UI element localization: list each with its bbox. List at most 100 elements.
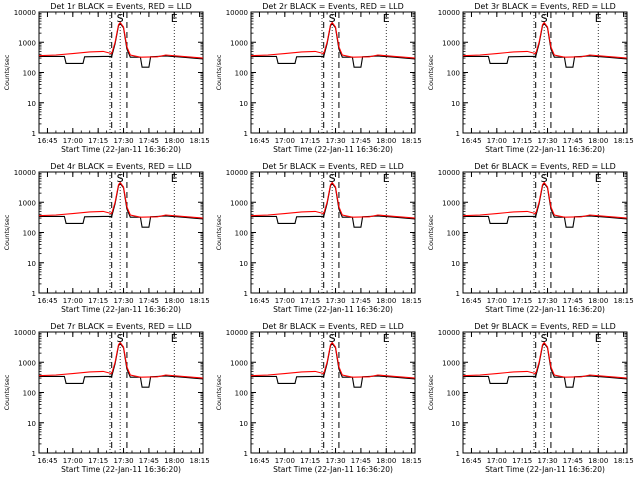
panel-6: Det 6r BLACK = Events, RED = LLD 1 10 100 10… [427, 162, 634, 314]
y-axis-label: Counts/sec [3, 54, 11, 90]
x-axis-label: Start Time (22-Jan-11 16:36:20) [485, 145, 605, 154]
x-tick-label: 17:00 [275, 457, 295, 465]
y-tick-label: 1 [244, 450, 248, 458]
x-tick-label: 18:15 [402, 457, 422, 465]
x-tick-label: 17:30 [325, 297, 345, 305]
x-tick-label: 18:15 [614, 457, 634, 465]
x-tick-label: 17:15 [88, 137, 108, 145]
panel-title: Det 6r BLACK = Events, RED = LLD [474, 162, 616, 171]
x-tick-label: 16:45 [461, 137, 481, 145]
x-tick-label: 17:00 [63, 297, 83, 305]
x-tick-label: 17:00 [487, 137, 507, 145]
x-tick-label: 17:00 [63, 137, 83, 145]
x-tick-label: 16:45 [461, 297, 481, 305]
event-marker-label: E [383, 172, 390, 185]
event-marker-label: E [383, 332, 390, 345]
y-tick-label: 10000 [438, 329, 460, 337]
x-tick-label: 18:15 [190, 457, 210, 465]
x-axis-label: Start Time (22-Jan-11 16:36:20) [485, 465, 605, 474]
y-tick-label: 1000 [442, 359, 460, 367]
x-tick-label: 18:00 [376, 457, 396, 465]
y-tick-label: 100 [235, 70, 248, 78]
y-tick-label: 1000 [230, 199, 248, 207]
y-tick-label: 100 [447, 70, 460, 78]
series-line-events [39, 342, 204, 388]
x-tick-label: 17:30 [325, 137, 345, 145]
panel-title: Det 2r BLACK = Events, RED = LLD [262, 2, 404, 11]
series-line-events [463, 342, 628, 388]
y-tick-label: 100 [23, 230, 36, 238]
x-tick-label: 16:45 [37, 297, 57, 305]
x-axis-label: Start Time (22-Jan-11 16:36:20) [273, 145, 393, 154]
x-tick-label: 17:30 [113, 297, 133, 305]
y-tick-label: 10 [239, 100, 248, 108]
series-line-events [463, 182, 628, 228]
event-marker-label: E [171, 172, 178, 185]
x-tick-label: 18:00 [164, 297, 184, 305]
panel-7: Det 7r BLACK = Events, RED = LLD 1 10 100 10… [3, 322, 210, 474]
y-tick-label: 1000 [18, 199, 36, 207]
x-tick-label: 17:45 [563, 297, 583, 305]
series-line-events [251, 22, 416, 68]
x-tick-label: 18:00 [164, 137, 184, 145]
x-tick-label: 17:45 [563, 457, 583, 465]
x-tick-label: 16:45 [37, 457, 57, 465]
event-marker-label: E [595, 12, 602, 25]
plot-frame [250, 331, 416, 454]
panel-title: Det 7r BLACK = Events, RED = LLD [50, 322, 192, 331]
event-marker-label: E [595, 172, 602, 185]
x-tick-label: 18:00 [588, 137, 608, 145]
y-tick-label: 10000 [14, 329, 36, 337]
y-axis-label: Counts/sec [215, 374, 223, 410]
x-tick-label: 17:00 [487, 457, 507, 465]
x-tick-label: 17:15 [88, 457, 108, 465]
x-tick-label: 18:00 [164, 457, 184, 465]
x-tick-label: 17:45 [139, 137, 159, 145]
event-marker-label: S [329, 12, 336, 25]
series-line-events [251, 342, 416, 388]
y-tick-label: 10 [27, 100, 36, 108]
event-marker-label: E [171, 332, 178, 345]
series-line-events [39, 22, 204, 68]
y-tick-label: 10 [239, 420, 248, 428]
x-tick-label: 17:45 [351, 137, 371, 145]
series-line-events [251, 182, 416, 228]
panel-title: Det 4r BLACK = Events, RED = LLD [50, 162, 192, 171]
x-tick-label: 17:00 [275, 137, 295, 145]
y-tick-label: 1000 [18, 359, 36, 367]
panel-5: Det 5r BLACK = Events, RED = LLD 1 10 100 10… [215, 162, 422, 314]
y-axis-label: Counts/sec [215, 214, 223, 250]
y-tick-label: 1000 [230, 39, 248, 47]
panel-4: Det 4r BLACK = Events, RED = LLD 1 10 100 10… [3, 162, 210, 314]
y-tick-label: 10000 [226, 329, 248, 337]
event-marker-label: S [329, 172, 336, 185]
x-tick-label: 17:45 [139, 457, 159, 465]
plot-frame [38, 11, 204, 134]
y-tick-label: 1 [32, 450, 36, 458]
x-tick-label: 18:15 [190, 137, 210, 145]
y-tick-label: 10000 [438, 9, 460, 17]
x-tick-label: 17:30 [325, 457, 345, 465]
y-tick-label: 100 [447, 390, 460, 398]
x-tick-label: 17:15 [88, 297, 108, 305]
x-tick-label: 18:15 [190, 297, 210, 305]
x-tick-label: 17:00 [487, 297, 507, 305]
y-tick-label: 10000 [14, 9, 36, 17]
y-axis-label: Counts/sec [215, 54, 223, 90]
event-marker-label: S [541, 332, 548, 345]
y-tick-label: 10000 [226, 169, 248, 177]
x-tick-label: 18:15 [402, 137, 422, 145]
x-tick-label: 17:15 [300, 297, 320, 305]
y-axis-label: Counts/sec [3, 374, 11, 410]
y-tick-label: 1 [456, 290, 460, 298]
y-tick-label: 10 [27, 260, 36, 268]
plot-frame [38, 331, 204, 454]
x-tick-label: 17:30 [537, 297, 557, 305]
x-tick-label: 17:45 [351, 457, 371, 465]
series-line-lld [462, 341, 628, 379]
x-tick-label: 18:00 [588, 457, 608, 465]
x-tick-label: 17:45 [139, 297, 159, 305]
series-line-lld [250, 341, 416, 379]
series-line-lld [38, 341, 204, 379]
event-marker-label: E [383, 12, 390, 25]
